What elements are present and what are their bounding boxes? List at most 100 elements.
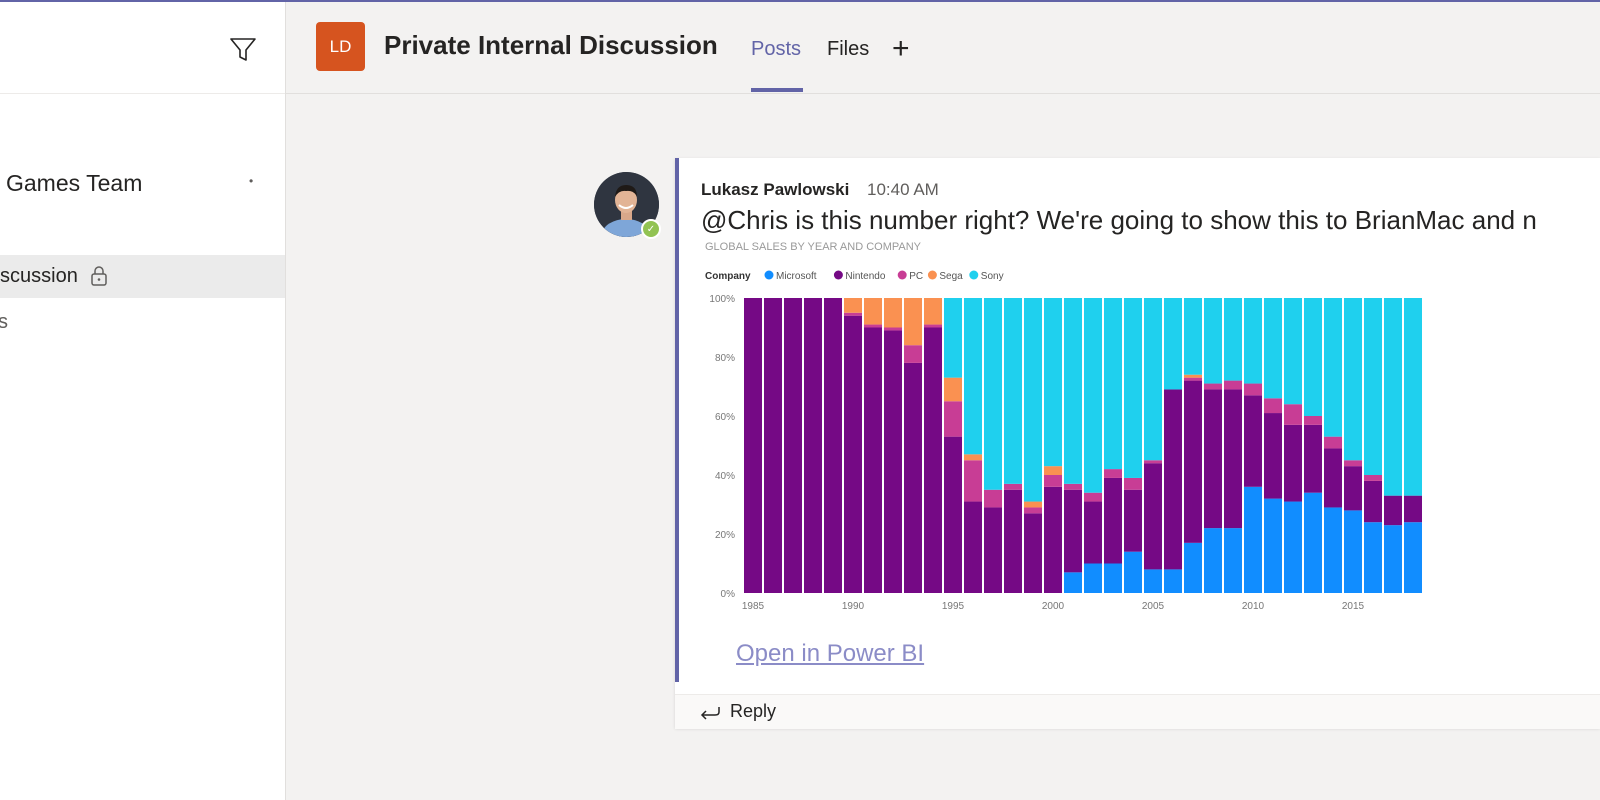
bar-segment[interactable] [1044,466,1062,475]
bar-segment[interactable] [1304,416,1322,425]
bar-segment[interactable] [1324,507,1342,593]
bar-segment[interactable] [1224,389,1242,529]
bar-segment[interactable] [1304,492,1322,593]
bar-segment[interactable] [1024,298,1042,502]
sender-name[interactable]: Lukasz Pawlowski [701,180,850,199]
bar-segment[interactable] [1124,298,1142,478]
channel-item[interactable]: s [0,305,285,339]
bar-segment[interactable] [1104,469,1122,478]
bar-segment[interactable] [1184,377,1202,381]
bar-segment[interactable] [1364,522,1382,593]
bar-segment[interactable] [884,330,902,593]
bar-segment[interactable] [1304,424,1322,493]
bar-segment[interactable] [944,298,962,378]
bar-segment[interactable] [1344,460,1362,467]
bar-segment[interactable] [1164,389,1182,570]
bar-segment[interactable] [784,298,802,593]
bar-segment[interactable] [764,298,782,593]
bar-segment[interactable] [984,507,1002,593]
bar-segment[interactable] [864,327,882,594]
tab-posts[interactable]: Posts [751,38,802,60]
bar-segment[interactable] [1084,298,1102,493]
bar-segment[interactable] [1204,389,1222,529]
bar-segment[interactable] [1004,298,1022,484]
bar-segment[interactable] [904,345,922,363]
reply-button[interactable]: Reply [675,694,1600,729]
bar-segment[interactable] [964,298,982,455]
bar-segment[interactable] [1364,475,1382,481]
bar-segment[interactable] [1104,563,1122,594]
bar-segment[interactable] [744,298,762,593]
bar-segment[interactable] [824,298,842,593]
bar-segment[interactable] [1044,486,1062,593]
bar-segment[interactable] [1104,298,1122,470]
bar-segment[interactable] [1204,383,1222,390]
bar-segment[interactable] [1344,510,1362,593]
bar-segment[interactable] [1324,448,1342,508]
bar-segment[interactable] [1044,298,1062,467]
bar-segment[interactable] [1024,507,1042,514]
bar-segment[interactable] [1124,489,1142,552]
bar-segment[interactable] [1244,395,1262,487]
channel-item-active[interactable]: scussion [0,255,285,298]
bar-segment[interactable] [1284,404,1302,425]
bar-segment[interactable] [1184,380,1202,543]
bar-segment[interactable] [1264,298,1282,399]
bar-segment[interactable] [1004,483,1022,490]
bar-segment[interactable] [1364,298,1382,475]
bar-segment[interactable] [944,401,962,437]
legend-entry[interactable]: Sony [981,271,1004,282]
bar-segment[interactable] [1264,413,1282,499]
bar-segment[interactable] [1144,569,1162,593]
more-options-icon[interactable]: • [249,174,254,188]
bar-segment[interactable] [1004,489,1022,593]
bar-segment[interactable] [984,298,1002,490]
bar-segment[interactable] [1244,486,1262,593]
bar-segment[interactable] [1384,298,1402,496]
power-bi-chart[interactable]: GLOBAL SALES BY YEAR AND COMPANY Company… [695,238,1425,618]
bar-segment[interactable] [1084,492,1102,502]
filter-icon[interactable] [228,34,258,64]
add-tab-button[interactable]: + [892,32,910,65]
bar-segment[interactable] [1224,528,1242,593]
bar-segment[interactable] [964,460,982,502]
legend-entry[interactable]: Sega [939,271,963,282]
bar-segment[interactable] [1184,298,1202,375]
bar-segment[interactable] [884,298,902,328]
legend-entry[interactable]: PC [909,271,923,282]
bar-segment[interactable] [1184,542,1202,593]
bar-segment[interactable] [1184,374,1202,378]
bar-segment[interactable] [864,298,882,325]
bar-segment[interactable] [1284,298,1302,405]
bar-segment[interactable] [924,298,942,325]
bar-segment[interactable] [884,327,902,331]
bar-segment[interactable] [1324,436,1342,449]
bar-segment[interactable] [1404,495,1422,523]
bar-segment[interactable] [1364,480,1382,523]
bar-segment[interactable] [904,362,922,593]
bar-segment[interactable] [1224,380,1242,390]
bar-segment[interactable] [1064,489,1082,573]
bar-segment[interactable] [1344,298,1362,461]
bar-segment[interactable] [1064,298,1082,484]
bar-segment[interactable] [1164,298,1182,390]
bar-segment[interactable] [1324,298,1342,437]
bar-segment[interactable] [864,324,882,328]
bar-segment[interactable] [1264,398,1282,414]
bar-segment[interactable] [1144,460,1162,464]
bar-segment[interactable] [1044,475,1062,487]
bar-segment[interactable] [1024,513,1042,593]
bar-segment[interactable] [1064,572,1082,593]
bar-segment[interactable] [984,489,1002,508]
bar-segment[interactable] [904,298,922,346]
bar-segment[interactable] [1284,501,1302,593]
bar-segment[interactable] [1124,551,1142,593]
bar-segment[interactable] [944,377,962,402]
bar-segment[interactable] [1384,525,1402,593]
bar-segment[interactable] [1104,477,1122,564]
bar-segment[interactable] [1304,298,1322,416]
team-row[interactable]: Games Team • [0,162,285,202]
bar-segment[interactable] [1084,501,1102,564]
open-in-power-bi-link[interactable]: Open in Power BI [736,640,925,667]
bar-segment[interactable] [804,298,822,593]
